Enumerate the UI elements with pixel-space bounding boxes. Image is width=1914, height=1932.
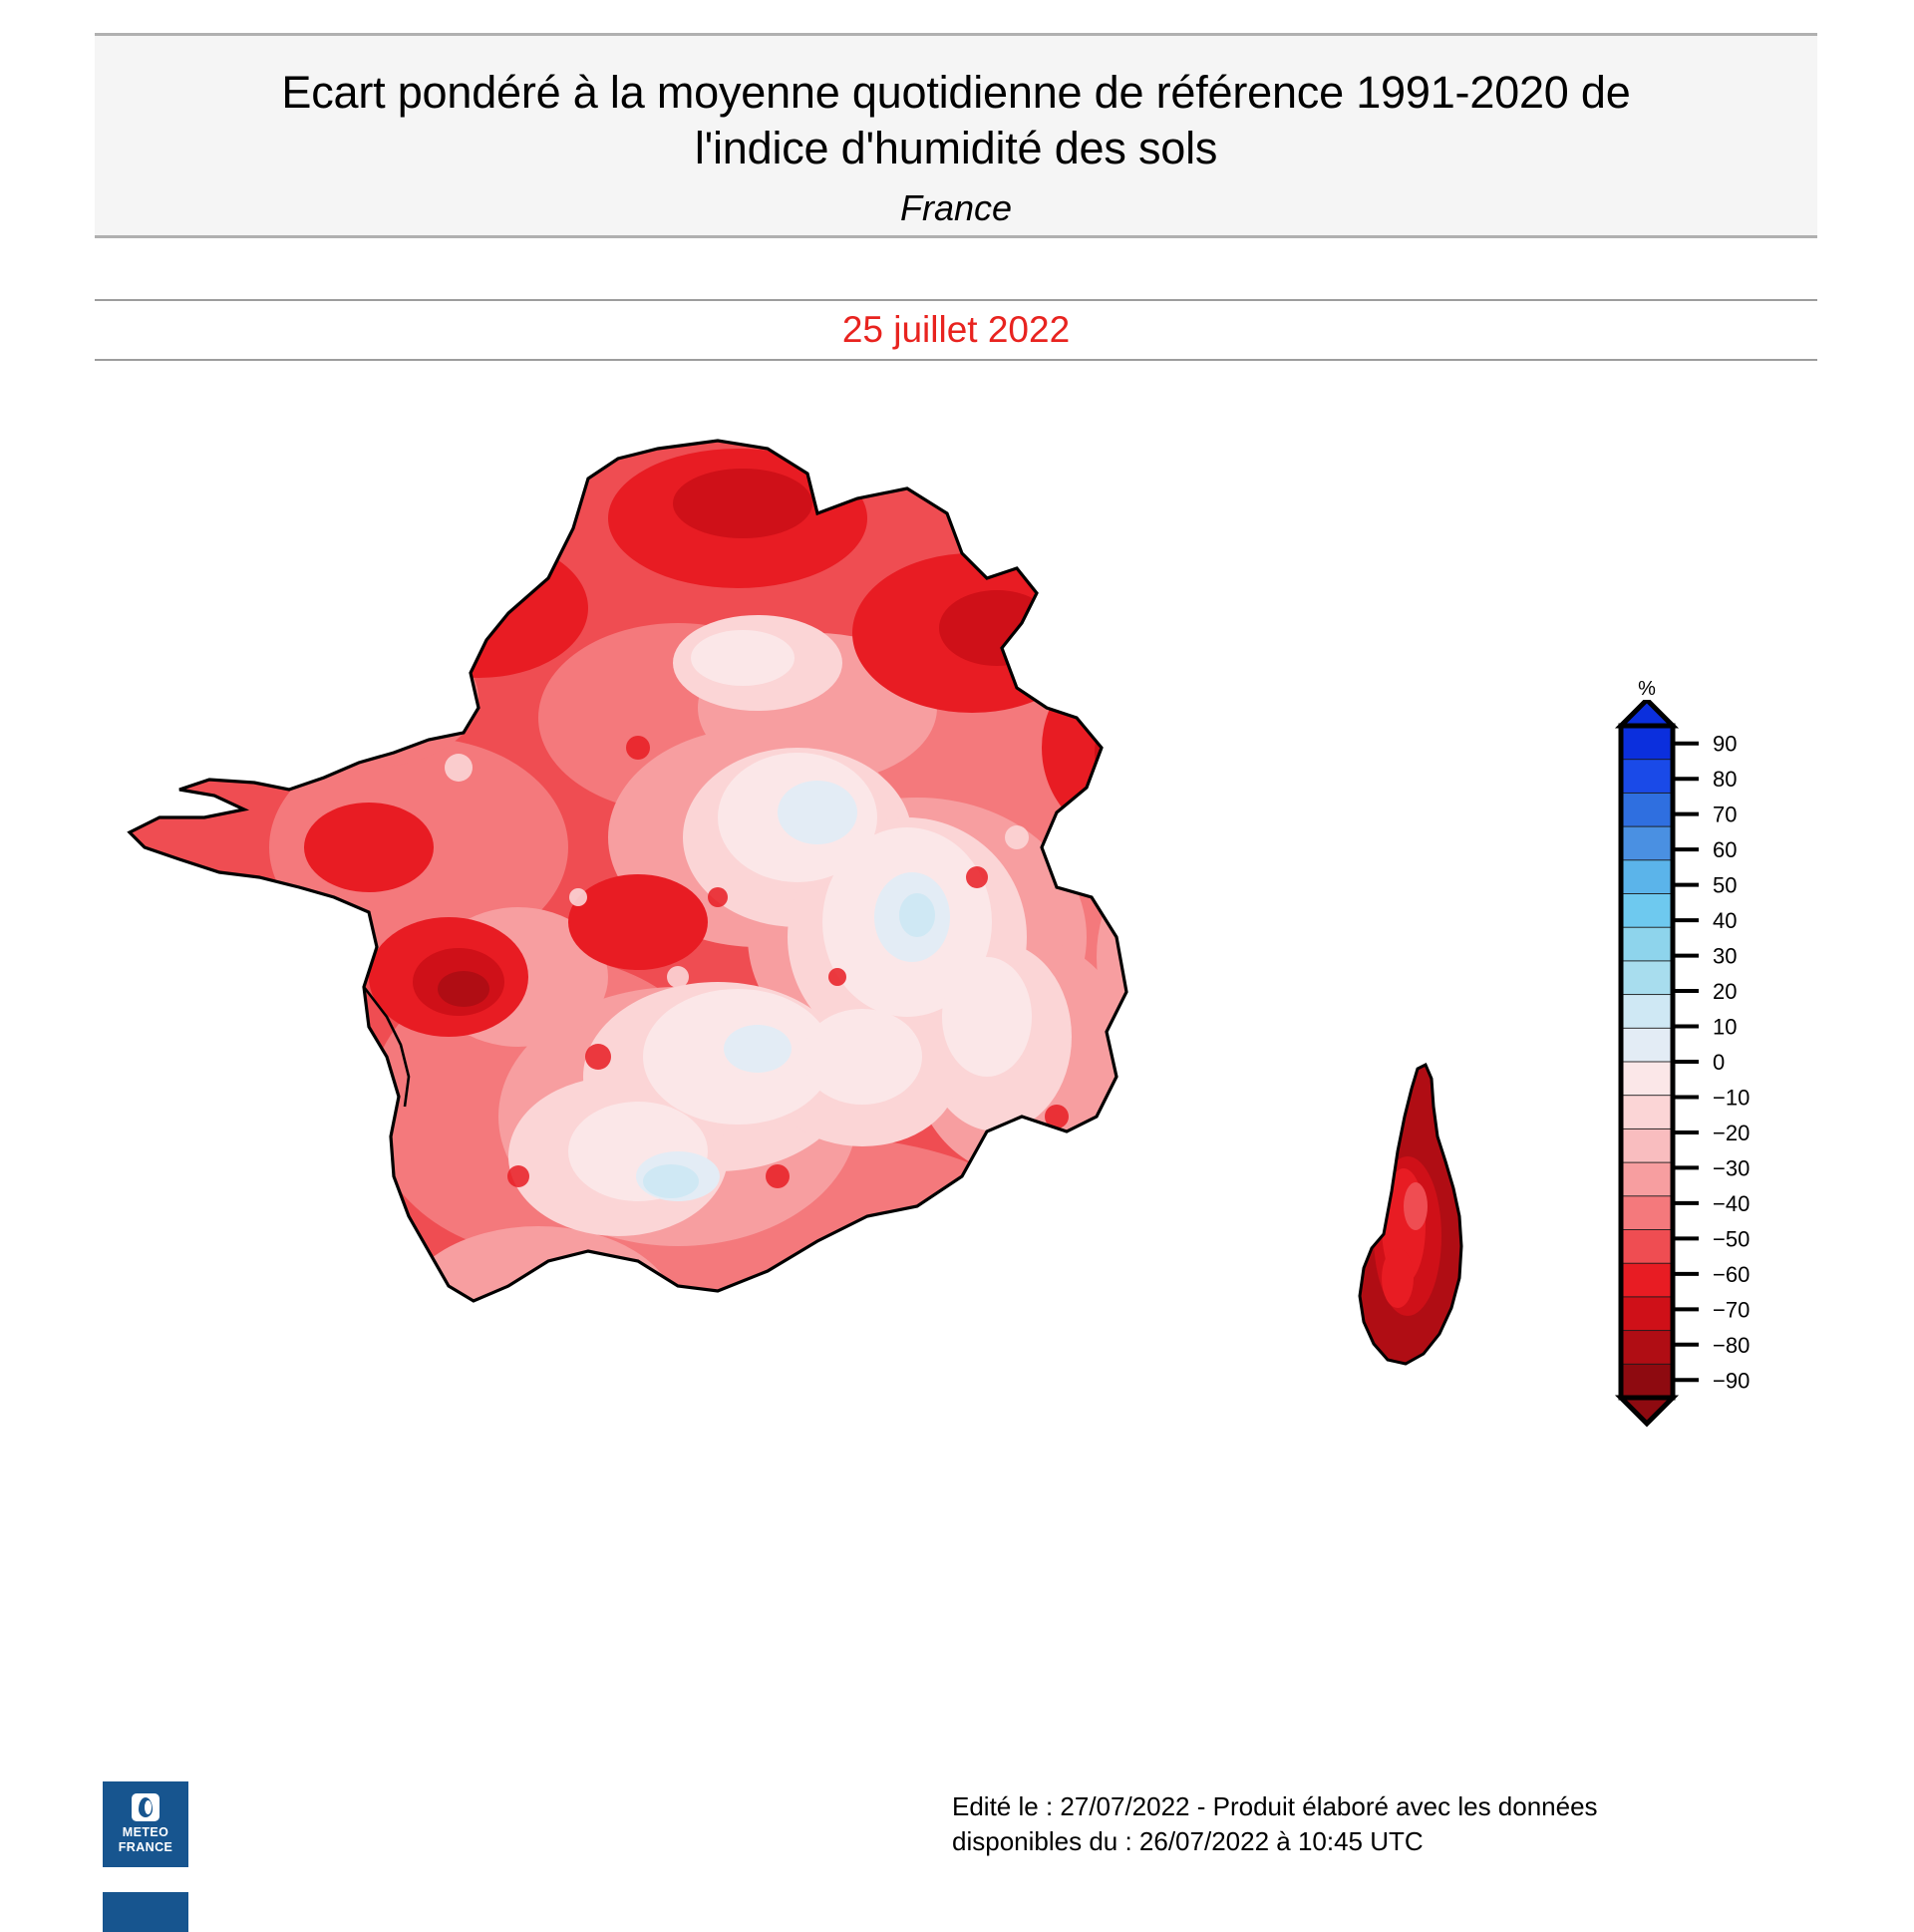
colorbar-tick-label: 50 [1713,873,1737,898]
colorbar-tick-label: −10 [1713,1085,1750,1110]
colorbar-band [1620,1363,1674,1400]
colorbar-band [1620,1027,1674,1064]
title-panel: Ecart pondéré à la moyenne quotidienne d… [95,33,1817,238]
logo-line-meteo: METEO [122,1825,169,1840]
colorbar-band [1620,926,1674,962]
logo-line-france: FRANCE [118,1840,173,1854]
colorbar-band [1620,759,1674,795]
colorbar-tick-label: 20 [1713,979,1737,1004]
colorbar-unit-label: % [1638,678,1656,700]
colorbar-tick-label: −20 [1713,1121,1750,1145]
colorbar-tick-label: −60 [1713,1262,1750,1287]
colorbar-over-arrow [1614,700,1680,729]
corsica-field [1360,1065,1461,1364]
map-svg [127,439,1463,1366]
colorbar-tick-label: 10 [1713,1015,1737,1040]
colorbar-tick-label: 70 [1713,803,1737,827]
colorbar-svg: 90 80 70 60 50 40 30 20 10 0 −10 −20 −30 −40 −50 −60 −70… [1614,700,1750,1428]
colorbar-band [1620,1195,1674,1231]
france-mainland-outline [127,439,1128,1303]
colorbar-tick-label: 60 [1713,837,1737,862]
colorbar-band [1620,859,1674,895]
colorbar: % 90 80 70 60 50 40 30 20 10 0 −10 −20 −30 −40 −50 −60 −… [1595,678,1834,1485]
colorbar-band [1620,825,1674,861]
secondary-logo [103,1892,188,1932]
colorbar-band [1620,1161,1674,1197]
page-title: Ecart pondéré à la moyenne quotidienne d… [281,67,1631,174]
footer-line-1: Edité le : 27/07/2022 - Produit élaboré … [952,1791,1598,1821]
date-band: 25 juillet 2022 [95,299,1817,361]
colorbar-tick-label: −30 [1713,1155,1750,1180]
colorbar-tick-label: 40 [1713,908,1737,933]
mainland-field [130,441,1126,1301]
map-date-label: 25 juillet 2022 [841,309,1071,350]
colorbar-band [1620,792,1674,828]
colorbar-tick-label: −80 [1713,1333,1750,1358]
colorbar-tick-label: −50 [1713,1226,1750,1251]
colorbar-band [1620,1127,1674,1164]
colorbar-tick-label: 90 [1713,732,1737,757]
colorbar-tick-label: −90 [1713,1368,1750,1393]
colorbar-under-arrow [1614,1395,1680,1428]
meteo-france-mark-icon [132,1793,160,1822]
gironde-estuary [362,986,411,1108]
colorbar-band [1620,1330,1674,1366]
colorbar-band [1620,893,1674,929]
colorbar-tick-label: 0 [1713,1050,1725,1075]
colorbar-tick-label: 80 [1713,767,1737,792]
page-subtitle: France [899,186,1013,228]
colorbar-band [1620,1095,1674,1130]
footer-line-2: disponibles du : 26/07/2022 à 10:45 UTC [952,1825,1424,1856]
colorbar-band [1620,960,1674,996]
colorbar-band [1620,1262,1674,1298]
colorbar-band [1620,1061,1674,1097]
france-soil-moisture-map [120,419,1535,1695]
colorbar-tick-label: −70 [1713,1297,1750,1322]
footer-credits: Edité le : 27/07/2022 - Produit élaboré … [952,1789,1710,1858]
colorbar-tick-label: 30 [1713,944,1737,969]
colorbar-band [1620,994,1674,1030]
colorbar-band [1620,725,1674,761]
colorbar-band [1620,1296,1674,1332]
colorbar-band [1620,1229,1674,1265]
corsica-outline [1358,1062,1463,1366]
meteo-france-logo: METEO FRANCE [103,1781,188,1867]
colorbar-tick-label: −40 [1713,1191,1750,1216]
